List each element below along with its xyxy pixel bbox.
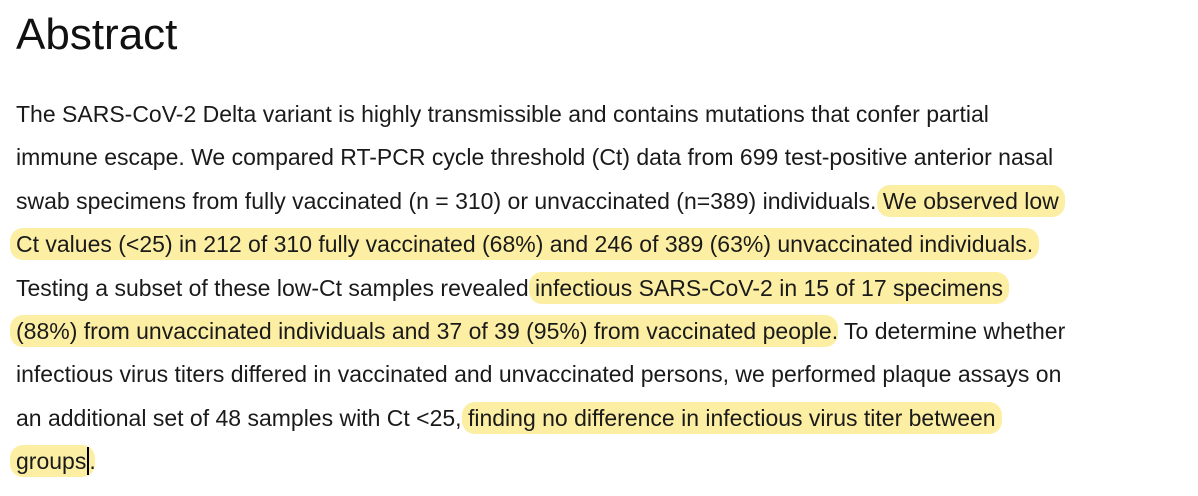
body-text: . xyxy=(89,448,96,475)
abstract-line: The SARS-CoV-2 Delta variant is highly t… xyxy=(16,93,1186,136)
body-text: . To determine whether xyxy=(831,317,1066,344)
section-heading: Abstract xyxy=(16,10,178,59)
text-cursor xyxy=(87,447,90,476)
abstract-line: Testing a subset of these low-Ct samples… xyxy=(16,267,1186,310)
abstract-body[interactable]: The SARS-CoV-2 Delta variant is highly t… xyxy=(10,93,1186,484)
body-text: Testing a subset of these low-Ct samples… xyxy=(16,274,536,301)
abstract-line: an additional set of 48 samples with Ct … xyxy=(16,397,1186,440)
abstract-line: infectious virus titers differed in vacc… xyxy=(16,353,1186,396)
body-text: infectious virus titers differed in vacc… xyxy=(16,361,1062,388)
highlighted-text: finding no difference in infectious viru… xyxy=(461,401,1002,434)
highlighted-text: Ct values (<25) in 212 of 310 fully vacc… xyxy=(10,228,1040,261)
highlighted-text: groups xyxy=(10,445,96,478)
highlighted-text: infectious SARS-CoV-2 in 15 of 17 specim… xyxy=(529,271,1009,304)
body-text: an additional set of 48 samples with Ct … xyxy=(16,404,468,431)
abstract-line: groups. xyxy=(10,440,1186,483)
body-text: swab specimens from fully vaccinated (n … xyxy=(16,187,883,214)
abstract-line: swab specimens from fully vaccinated (n … xyxy=(16,180,1186,223)
highlighted-text: (88%) from unvaccinated individuals and … xyxy=(10,314,838,347)
abstract-line: (88%) from unvaccinated individuals and … xyxy=(10,310,1186,353)
abstract-line: immune escape. We compared RT-PCR cycle … xyxy=(16,136,1186,179)
highlighted-text: We observed low xyxy=(876,184,1065,217)
body-text: The SARS-CoV-2 Delta variant is highly t… xyxy=(16,101,989,127)
abstract-line: Ct values (<25) in 212 of 310 fully vacc… xyxy=(10,223,1186,266)
body-text: immune escape. We compared RT-PCR cycle … xyxy=(16,144,1054,171)
